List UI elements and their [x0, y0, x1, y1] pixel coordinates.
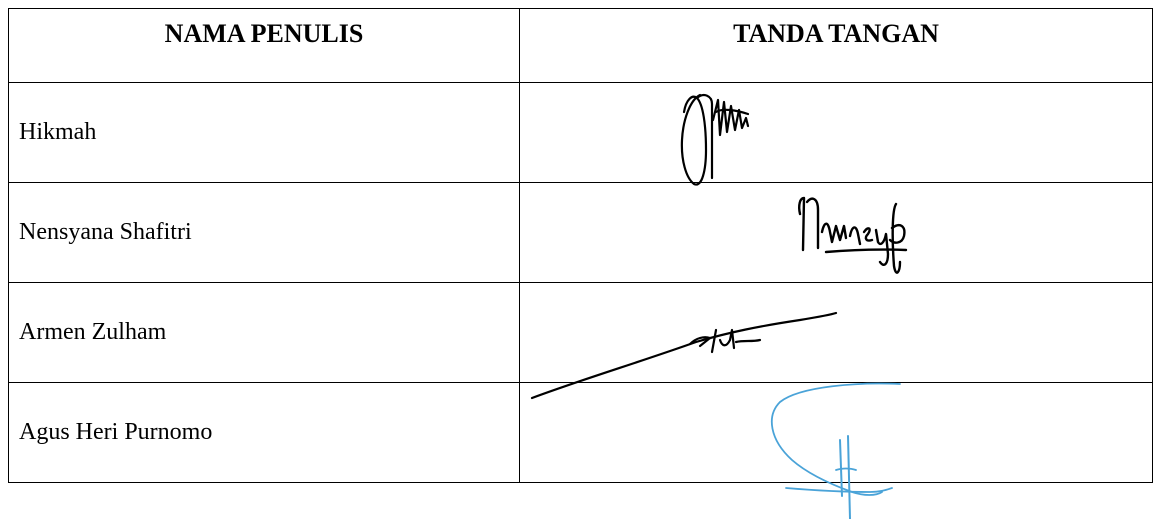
- signature-cell: [519, 82, 1153, 183]
- header-signature: TANDA TANGAN: [519, 8, 1153, 83]
- signature-table: NAMA PENULIS TANDA TANGAN Hikmah Nensyan…: [8, 8, 1153, 483]
- author-name: Nensyana Shafitri: [8, 182, 520, 283]
- author-name: Armen Zulham: [8, 282, 520, 383]
- header-name: NAMA PENULIS: [8, 8, 520, 83]
- table-row: Armen Zulham: [8, 282, 1153, 383]
- table-row: Hikmah: [8, 82, 1153, 183]
- table-row: Agus Heri Purnomo: [8, 382, 1153, 483]
- signature-cell: [519, 282, 1153, 383]
- author-name: Agus Heri Purnomo: [8, 382, 520, 483]
- signature-cell: [519, 382, 1153, 483]
- signature-cell: [519, 182, 1153, 283]
- author-name: Hikmah: [8, 82, 520, 183]
- table-header-row: NAMA PENULIS TANDA TANGAN: [8, 8, 1153, 83]
- table-row: Nensyana Shafitri: [8, 182, 1153, 283]
